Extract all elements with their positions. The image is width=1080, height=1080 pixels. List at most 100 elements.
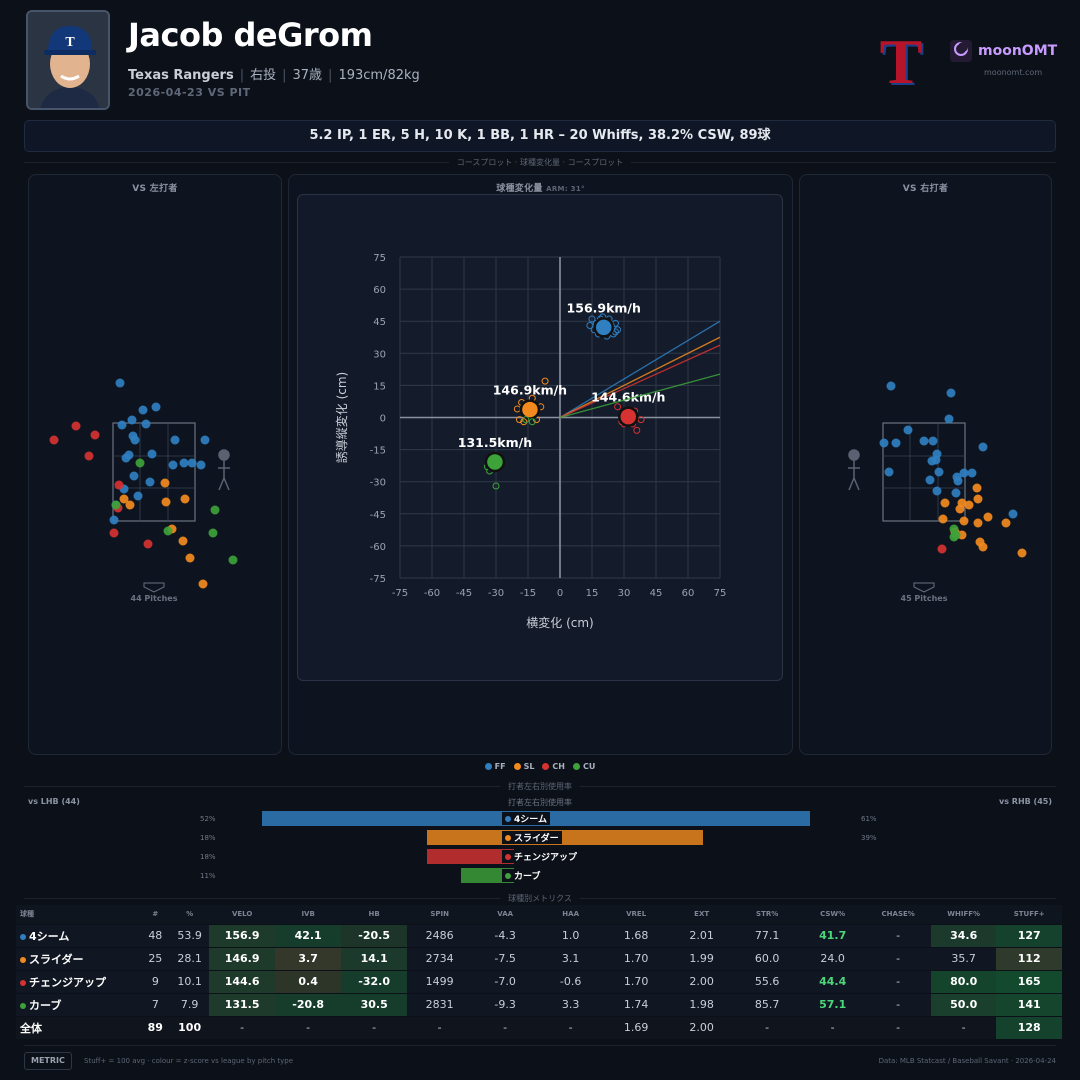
metric-cell: - [865, 946, 931, 970]
legend-dot [542, 763, 550, 770]
x-tick-label: 30 [618, 588, 631, 599]
x-tick-label: 45 [650, 588, 663, 599]
pitch-dot-CH [90, 430, 100, 440]
height-weight: 193cm/82kg [338, 68, 420, 83]
pitch-dot-FF [946, 388, 956, 398]
pitch-dot-FF [903, 425, 913, 435]
arm-slot-line [559, 344, 721, 419]
pitch-point [541, 377, 549, 385]
pitch-dot-CU [163, 526, 173, 536]
metric-cell: 89 [140, 1015, 170, 1039]
arm-slot-line [559, 373, 721, 419]
metric-cell: 1499 [406, 969, 473, 993]
metric-cell: - [930, 1015, 997, 1039]
pitch-name-cell: 4シーム [16, 923, 141, 947]
legend-item-FF: FF [484, 762, 506, 771]
y-tick-label: 0 [380, 414, 386, 425]
metric-cell: -20.5 [341, 923, 407, 947]
pitch-dot-FF [129, 471, 139, 481]
pitch-dot-FF [130, 435, 140, 445]
pitch-dot-FF [919, 436, 929, 446]
team-logo: T T [876, 26, 926, 99]
metric-button[interactable]: METRIC [24, 1052, 72, 1070]
mean-marker [484, 451, 506, 473]
metric-cell: 0.4 [274, 969, 342, 993]
lhb-panel: VS 左打者 [28, 174, 282, 755]
metrics-total-row: 全体 89 100- - - - - -1.69 2.00- - - -128 [16, 1015, 1062, 1039]
pitch-dot-SL [161, 497, 171, 507]
metric-cell: 146.9 [209, 946, 275, 970]
pitch-dot-FF [925, 475, 935, 485]
movement-chart: -75 -75 -60 -60 -45 -45 -30 -30 -15 -15 0 0 15 15 30 30… [334, 253, 726, 630]
lhb-usage-pct: 18% [200, 834, 216, 842]
lhb-usage-bar [426, 849, 514, 864]
metric-cell: - [472, 1015, 538, 1039]
pitch-point [633, 426, 641, 434]
metrics-row-FF: 4シーム 48 53.9 156.9 42.1 -20.5 2486 -4.3 1.0 1.68 2… [16, 923, 1062, 947]
footer-note: Stuff+ = 100 avg · colour = z-score vs l… [84, 1057, 294, 1065]
metric-cell: 100 [169, 1015, 210, 1039]
pitch-dot-FF [884, 467, 894, 477]
brand-name: moonOMT [978, 43, 1058, 59]
y-tick-label: -45 [370, 510, 386, 521]
metric-cell: 1.68 [603, 923, 669, 947]
metric-cell: 41.7 [799, 923, 866, 947]
batter-icon [848, 449, 860, 491]
metric-cell: 10.1 [169, 969, 210, 993]
pitch-dot-SL [178, 536, 188, 546]
divider [24, 1045, 1056, 1046]
home-plate-icon [143, 582, 165, 593]
pitch-dot-FF [944, 414, 954, 424]
metric-cell: 1.0 [537, 923, 604, 947]
brand-url: moonomt.com [984, 68, 1043, 77]
pitch-dot-CU [135, 458, 145, 468]
rhb-usage-label: vs RHB (45) [999, 797, 1052, 806]
pitch-name-cell: カーブ [16, 992, 141, 1016]
legend-dot [513, 763, 521, 770]
metric-cell: -32.0 [341, 969, 407, 993]
pitch-dot-FF [109, 515, 119, 525]
pitch-dot-SL [972, 483, 982, 493]
svg-text:T: T [880, 28, 923, 90]
pitch-dot-FF [932, 486, 942, 496]
footer-source: Data: MLB Statcast / Baseball Savant · 2… [878, 1057, 1056, 1065]
x-tick-label: -60 [424, 588, 440, 599]
pitch-dot-FF [147, 449, 157, 459]
pitch-dot-FF [170, 435, 180, 445]
metric-cell: 1.70 [603, 969, 669, 993]
pitch-point [492, 482, 500, 490]
svg-text:T: T [882, 28, 925, 90]
metric-cell: 53.9 [169, 923, 210, 947]
pitch-dot-CH [937, 544, 947, 554]
pitch-dot-FF [931, 455, 941, 465]
age: 37歳 [292, 68, 323, 83]
pitch-dot-CU [111, 500, 121, 510]
metric-cell: 127 [996, 923, 1062, 947]
column-header: STR% [734, 905, 800, 924]
metric-cell: -0.6 [537, 969, 604, 993]
metric-cell: 7.9 [169, 992, 210, 1016]
velocity-label: 156.9km/h [567, 300, 641, 315]
movement-panel-title: 球種変化量 ARM: 31° [496, 184, 585, 194]
series-CU: 131.5km/h [458, 373, 721, 490]
metric-cell: 44.4 [799, 969, 866, 993]
metric-cell: 2.00 [668, 1015, 735, 1039]
batter-icon [218, 449, 230, 491]
game-date: 2026-04-23 VS PIT [128, 86, 251, 99]
pitch-dot-CH [109, 528, 119, 538]
rhb-usage-bar [514, 811, 810, 826]
pitch-dot-FF [133, 491, 143, 501]
metric-cell: - [341, 1015, 407, 1039]
metric-cell: 14.1 [341, 946, 407, 970]
pitch-dot-CU [208, 528, 218, 538]
usage-pitch-label: 4シーム [502, 812, 550, 825]
metric-cell: 131.5 [209, 992, 275, 1016]
lhb-usage-bar [261, 811, 514, 826]
pitch-dot-SL [1017, 548, 1027, 558]
pitch-dot-SL [940, 498, 950, 508]
pitch-dot-FF [145, 477, 155, 487]
metric-cell: 35.7 [930, 946, 997, 970]
metric-cell: 156.9 [209, 923, 275, 947]
metric-cell: 77.1 [734, 923, 800, 947]
pitch-dot-SL [1001, 518, 1011, 528]
